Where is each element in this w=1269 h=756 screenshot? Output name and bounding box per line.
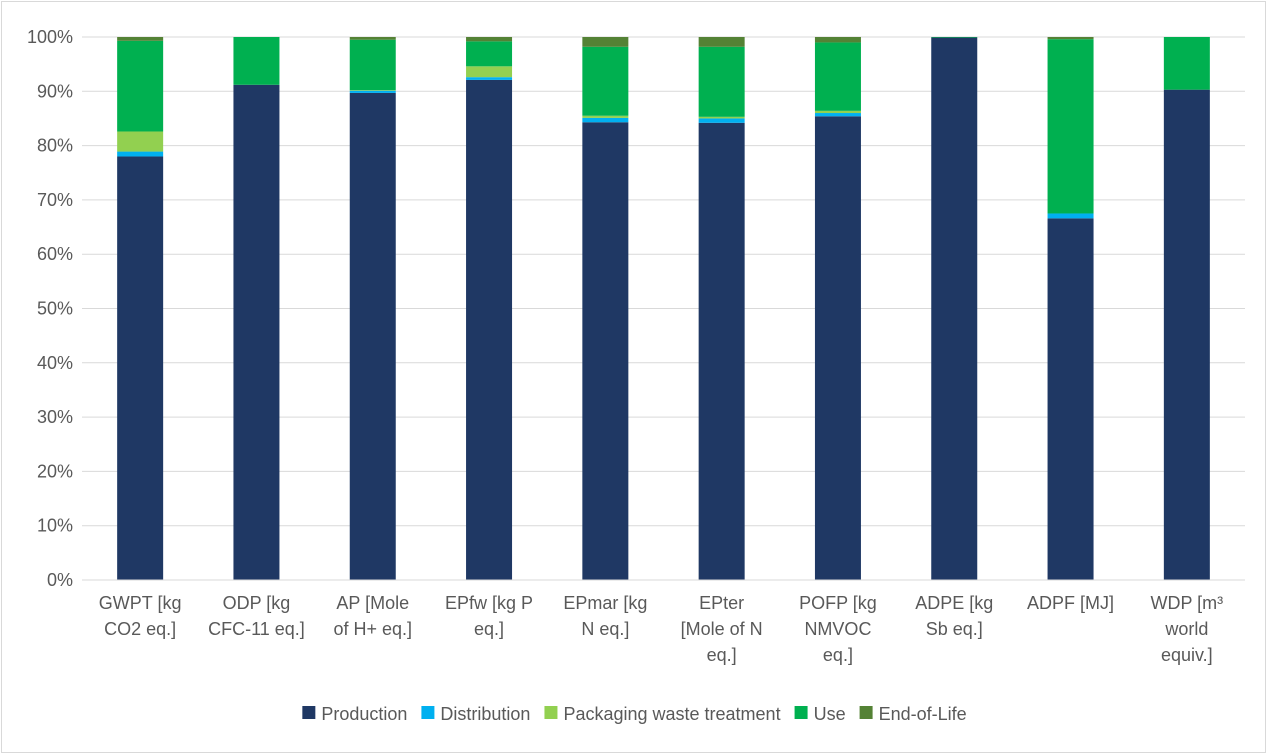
y-tick-label: 40% bbox=[37, 353, 73, 373]
legend-swatch bbox=[421, 706, 435, 719]
x-category-label: ADPE [kg Sb eq.] bbox=[915, 593, 993, 639]
bar-segment-production bbox=[814, 116, 861, 580]
bar-segment-end-of-life bbox=[814, 37, 861, 43]
bar-segment-packaging-waste-treatment bbox=[814, 110, 861, 114]
legend-label: Production bbox=[321, 704, 407, 724]
bar-segment-distribution bbox=[582, 117, 629, 123]
bar-segment-packaging-waste-treatment bbox=[117, 131, 164, 152]
legend-label: Use bbox=[814, 704, 846, 724]
bar-segment-use bbox=[931, 37, 978, 38]
legend: Production Distribution Packaging waste tr… bbox=[302, 704, 967, 724]
bar-segment-use bbox=[233, 37, 280, 85]
bar-segment-use bbox=[814, 42, 861, 111]
bar-segment-distribution bbox=[1047, 213, 1094, 219]
bar-segment-use bbox=[117, 40, 164, 132]
bar-segment-production bbox=[117, 156, 164, 580]
bar-segment-end-of-life bbox=[349, 37, 396, 40]
x-category-label: AP [Mole of H+ eq.] bbox=[333, 593, 412, 639]
x-category-label: EPmar [kg N eq.] bbox=[563, 593, 647, 639]
bar-segment-production bbox=[466, 79, 513, 580]
bar-segment-packaging-waste-treatment bbox=[698, 116, 745, 119]
x-category-label: ADPF [MJ] bbox=[1027, 593, 1114, 613]
bar-segment-packaging-waste-treatment bbox=[466, 66, 513, 78]
y-tick-label: 60% bbox=[37, 244, 73, 264]
x-category-label: POFP [kg NMVOC eq.] bbox=[799, 593, 877, 665]
bar-segment-end-of-life bbox=[1047, 37, 1094, 40]
bar-segment-use bbox=[582, 46, 629, 116]
y-tick-label: 70% bbox=[37, 190, 73, 210]
bar-segment-distribution bbox=[466, 77, 513, 80]
bars bbox=[117, 37, 1210, 581]
bar-segment-packaging-waste-treatment bbox=[349, 90, 396, 91]
bar-segment-distribution bbox=[698, 118, 745, 123]
bar-segment-production bbox=[582, 122, 629, 580]
bar-segment-use bbox=[698, 46, 745, 117]
bar-segment-use bbox=[1163, 37, 1210, 90]
legend-label: Packaging waste treatment bbox=[563, 704, 780, 724]
bar-segment-end-of-life bbox=[582, 37, 629, 47]
bar-segment-end-of-life bbox=[117, 37, 164, 41]
axes: 0% 10% 20% 30% 40% 50% 60% 70% 80% 90% 100% GWPT [k… bbox=[27, 27, 1245, 665]
legend-swatch bbox=[794, 706, 808, 719]
bar-segment-use bbox=[349, 39, 396, 91]
bar-segment-use bbox=[1047, 39, 1094, 214]
bar-segment-distribution bbox=[349, 90, 396, 93]
bar-segment-production bbox=[1163, 89, 1210, 581]
y-tick-label: 90% bbox=[37, 81, 73, 101]
bar-segment-production bbox=[931, 37, 978, 581]
bar-segment-production bbox=[698, 122, 745, 580]
y-tick-label: 10% bbox=[37, 516, 73, 536]
legend-label: Distribution bbox=[440, 704, 530, 724]
bar-segment-production bbox=[1047, 218, 1094, 580]
bar-segment-distribution bbox=[814, 113, 861, 117]
x-category-label: GWPT [kg CO2 eq.] bbox=[99, 593, 182, 639]
x-category-label: WDP [m³ world equiv.] bbox=[1151, 593, 1224, 665]
y-tick-label: 50% bbox=[37, 299, 73, 319]
bar-segment-end-of-life bbox=[698, 37, 745, 47]
legend-label: End-of-Life bbox=[879, 704, 967, 724]
legend-swatch bbox=[302, 706, 316, 719]
bar-segment-production bbox=[349, 92, 396, 580]
bar-segment-packaging-waste-treatment bbox=[582, 115, 629, 118]
bar-segment-end-of-life bbox=[466, 37, 513, 42]
y-tick-label: 0% bbox=[47, 570, 73, 590]
bar-segment-production bbox=[233, 84, 280, 580]
x-category-label: ODP [kg CFC-11 eq.] bbox=[208, 593, 305, 639]
bar-segment-distribution bbox=[117, 151, 164, 157]
bar-segment-use bbox=[466, 41, 513, 67]
y-tick-label: 80% bbox=[37, 136, 73, 156]
legend-swatch bbox=[544, 706, 558, 719]
legend-swatch bbox=[859, 706, 873, 719]
y-tick-label: 30% bbox=[37, 407, 73, 427]
y-tick-label: 20% bbox=[37, 461, 73, 481]
y-tick-label: 100% bbox=[27, 27, 73, 47]
